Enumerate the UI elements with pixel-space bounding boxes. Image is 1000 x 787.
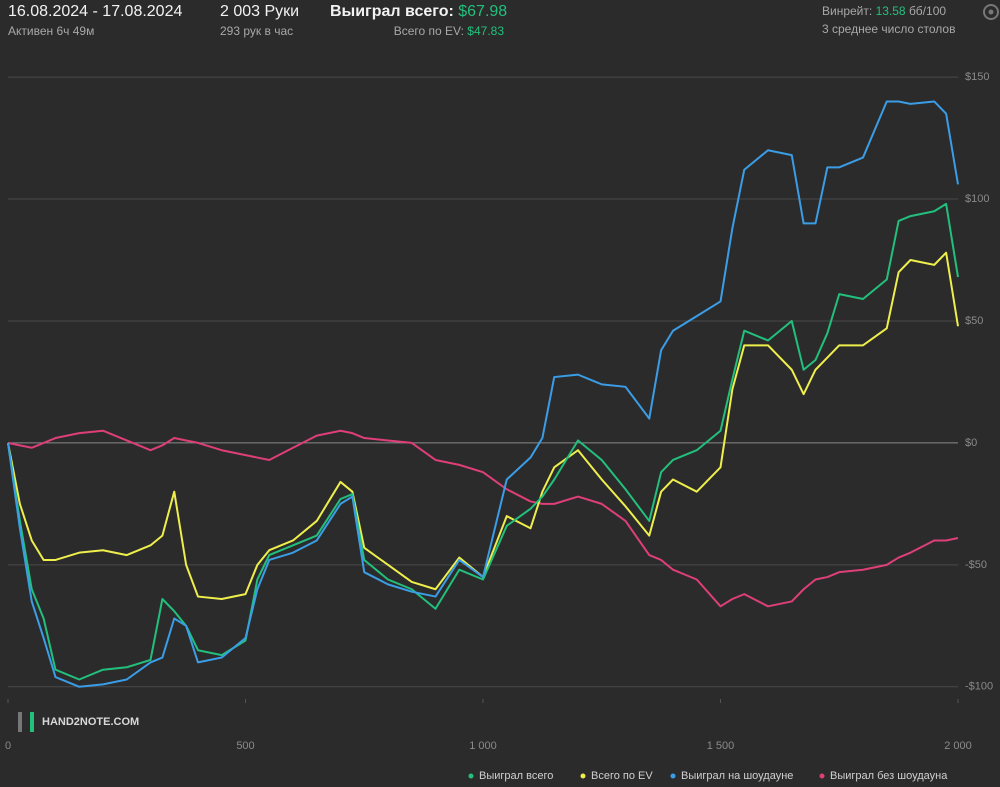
winrate-value: 13.58 xyxy=(876,4,906,18)
legend-label: Выиграл всего xyxy=(479,770,553,782)
hands-per-hour: 293 рук в час xyxy=(220,24,293,38)
logo-mark xyxy=(30,712,34,732)
x-tick-label: 2 000 xyxy=(944,740,972,752)
ev-total: Всего по EV: $47.83 xyxy=(394,24,505,38)
series-line xyxy=(7,251,959,601)
y-tick-label: $100 xyxy=(965,193,989,205)
winrate: Винрейт: 13.58 бб/100 xyxy=(822,4,946,18)
x-tick-label: 1 000 xyxy=(469,740,497,752)
legend-marker xyxy=(819,773,825,779)
legend-marker xyxy=(670,773,676,779)
x-tick-label: 1 500 xyxy=(707,740,735,752)
winrate-unit: бб/100 xyxy=(909,4,946,18)
y-tick-label: -$50 xyxy=(965,559,987,571)
won-label: Выиграл всего: xyxy=(330,3,454,20)
gear[interactable] xyxy=(983,4,999,20)
gear-center[interactable] xyxy=(988,9,994,15)
x-tick-label: 0 xyxy=(5,740,11,752)
watermark: HAND2NOTE.COM xyxy=(42,716,139,728)
settings-icon[interactable] xyxy=(983,4,999,20)
y-tick-label: $50 xyxy=(965,315,983,327)
series-line xyxy=(7,429,959,608)
legend-label: Выиграл без шоудауна xyxy=(830,770,948,782)
y-tick-label: $0 xyxy=(965,437,977,449)
hands: 2 003 Руки xyxy=(220,3,299,20)
series-line xyxy=(7,202,959,681)
ev-label: Всего по EV: xyxy=(394,24,464,38)
tables: 3 среднее число столов xyxy=(822,22,955,36)
legend-label: Выиграл на шоудауне xyxy=(681,770,793,782)
logo-mark xyxy=(18,712,22,732)
active-time: Активен 6ч 49м xyxy=(8,24,94,38)
won-total: Выиграл всего: $67.98 xyxy=(330,3,507,20)
legend-marker xyxy=(580,773,586,779)
winrate-label: Винрейт: xyxy=(822,4,872,18)
won-value: $67.98 xyxy=(458,3,507,20)
legend-marker xyxy=(468,773,474,779)
series-line xyxy=(7,100,959,688)
legend-label: Всего по EV xyxy=(591,770,653,782)
x-tick-label: 500 xyxy=(236,740,254,752)
date-range: 16.08.2024 - 17.08.2024 xyxy=(8,3,182,20)
y-tick-label: -$100 xyxy=(965,681,993,693)
y-tick-label: $150 xyxy=(965,71,989,83)
ev-value: $47.83 xyxy=(467,24,504,38)
